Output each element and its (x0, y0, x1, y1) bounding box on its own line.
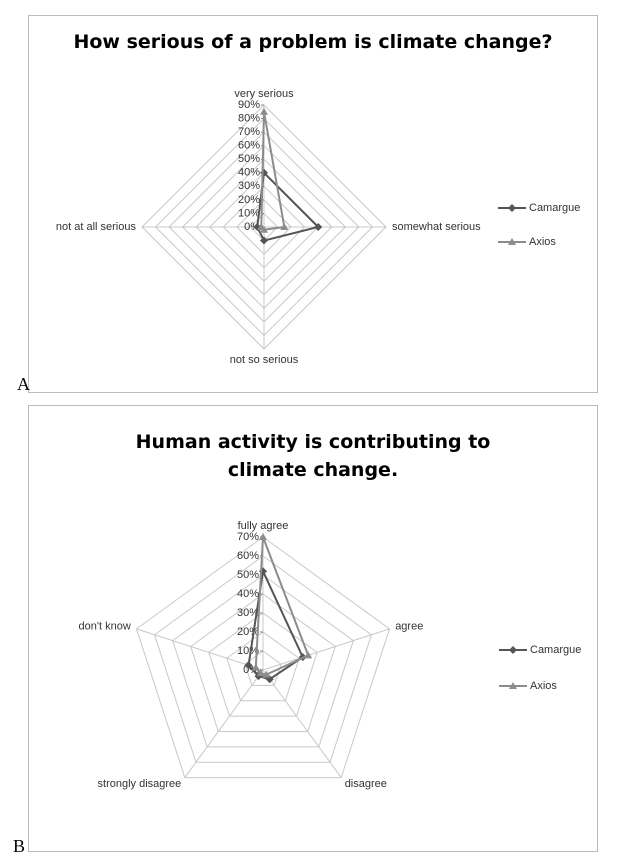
chart-panel: Human activity is contributing to climat… (28, 405, 598, 852)
grid-ring (135, 536, 391, 779)
data-point (251, 663, 260, 671)
legend-label: Axios (529, 236, 556, 248)
legend-marker (509, 682, 517, 689)
data-point (256, 669, 265, 677)
tick-label: 30% (237, 607, 259, 619)
category-label: disagree (345, 778, 387, 790)
tick-label: 50% (237, 569, 259, 581)
spoke (262, 628, 390, 671)
tick-label: 30% (238, 180, 260, 192)
series-line (247, 567, 305, 681)
tick-label: 60% (237, 550, 259, 562)
tick-label: 20% (237, 626, 259, 638)
category-label: agree (395, 620, 423, 632)
spoke (136, 628, 264, 671)
tick-label: 50% (238, 153, 260, 165)
category-label: don't know (79, 620, 131, 632)
spoke (184, 669, 264, 778)
tick-label: 70% (238, 126, 260, 138)
tick-label: 70% (237, 531, 259, 543)
chart-panel: How serious of a problem is climate chan… (28, 15, 598, 393)
data-point (265, 675, 274, 684)
grid-ring (153, 555, 373, 763)
tick-label: 10% (237, 645, 259, 657)
data-point (260, 236, 268, 245)
spoke (262, 669, 342, 778)
data-point (244, 661, 253, 670)
chart: very serious somewhat serious not so serio… (56, 88, 580, 366)
tick-label: 40% (237, 588, 259, 600)
data-point (314, 223, 323, 231)
category-label: fully agree (238, 520, 289, 532)
tick-label: 40% (238, 167, 260, 179)
panel-label: A (17, 374, 30, 394)
tick-label: 20% (238, 194, 260, 206)
legend-label: Axios (530, 680, 557, 692)
tick-label: 10% (238, 207, 260, 219)
category-label: strongly disagree (98, 778, 182, 790)
grid-ring (190, 593, 336, 732)
legend-marker (508, 238, 516, 245)
grid-ring (226, 631, 300, 702)
chart-title: How serious of a problem is climate chan… (73, 31, 553, 53)
series-line (254, 536, 310, 676)
chart: fully agree agree disagree strongly disagre… (79, 520, 582, 790)
legend-marker (509, 646, 517, 654)
data-point (257, 223, 266, 230)
chart-title: Human activity is contributing to climat… (135, 431, 491, 481)
legend-label: Camargue (530, 644, 581, 656)
legend-marker (508, 204, 516, 212)
legend-label: Camargue (529, 202, 580, 214)
data-point (280, 223, 289, 230)
category-label: not at all serious (56, 221, 137, 233)
tick-label: 80% (238, 112, 260, 124)
tick-label: 90% (238, 99, 260, 111)
grid-ring (172, 574, 354, 748)
category-label: very serious (234, 88, 294, 100)
panel-label: B (13, 836, 26, 856)
tick-label: 60% (238, 140, 260, 152)
data-point (304, 651, 313, 659)
grid-ring (208, 612, 318, 717)
category-label: somewhat serious (392, 221, 481, 233)
data-point (260, 107, 268, 115)
data-point (259, 533, 267, 540)
category-label: not so serious (230, 354, 299, 366)
